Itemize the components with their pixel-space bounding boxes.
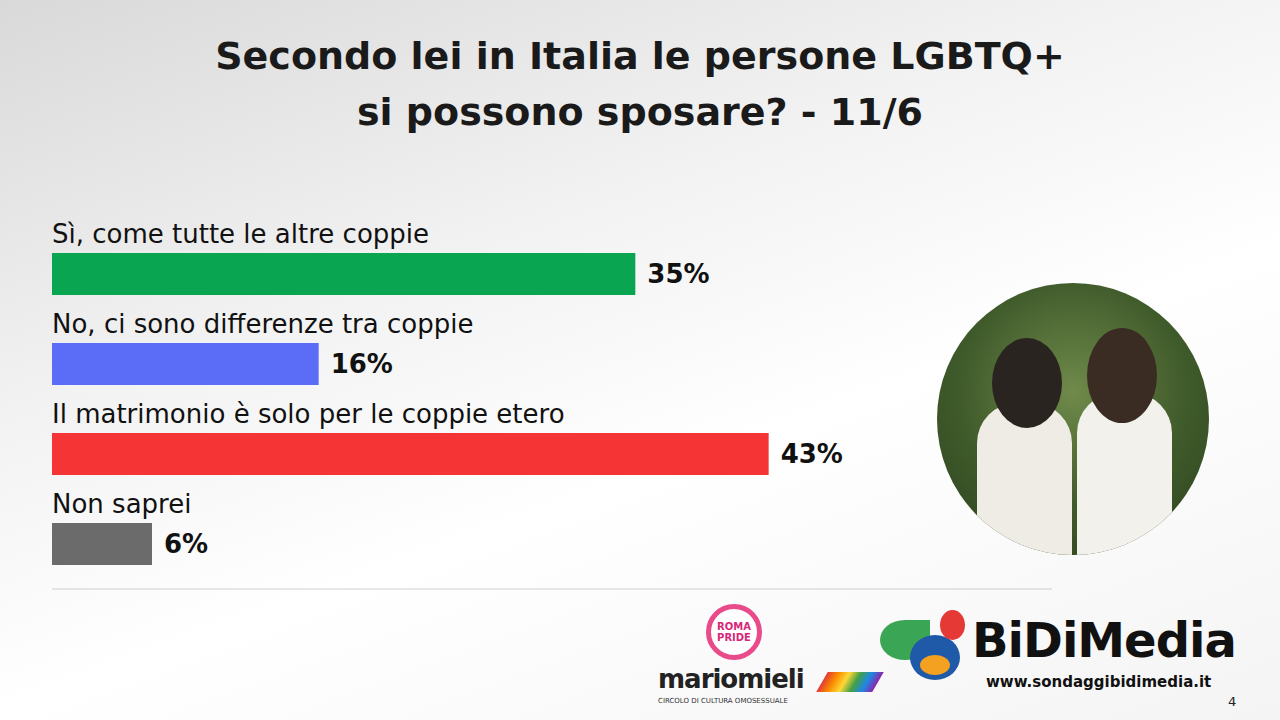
html-text:www.sondaggibidimedia.it: www.sondaggibidimedia.it [986,673,1212,691]
svg-text:No, ci sono differenze tra cop: No, ci sono differenze tra coppie [52,309,473,339]
html-text:Secondo lei in Italia le perso: Secondo lei in Italia le persone LGBTQ+ [215,34,1065,78]
svg-text:6%: 6% [164,529,208,559]
html-text:ROMA PRIDE: ROMA PRIDE [717,621,751,643]
svg-text:Non saprei: Non saprei [52,489,191,519]
svg-text:Sì, come tutte le altre coppie: Sì, come tutte le altre coppie [52,219,429,249]
html-text:si possono sposare? - 11/6: si possono sposare? - 11/6 [357,90,923,134]
html-text:BiDiMedia: BiDiMedia [972,612,1236,668]
svg-text:16%: 16% [331,349,393,379]
svg-text:35%: 35% [647,259,709,289]
svg-text:Il matrimonio è solo per le co: Il matrimonio è solo per le coppie etero [52,399,565,429]
html-text:mariomieli: mariomieli [658,664,804,694]
html-text:4: 4 [1228,694,1237,709]
html-text:CIRCOLO DI CULTURA OMOSESSUALE: CIRCOLO DI CULTURA OMOSESSUALE [658,697,788,705]
svg-text:43%: 43% [781,439,843,469]
